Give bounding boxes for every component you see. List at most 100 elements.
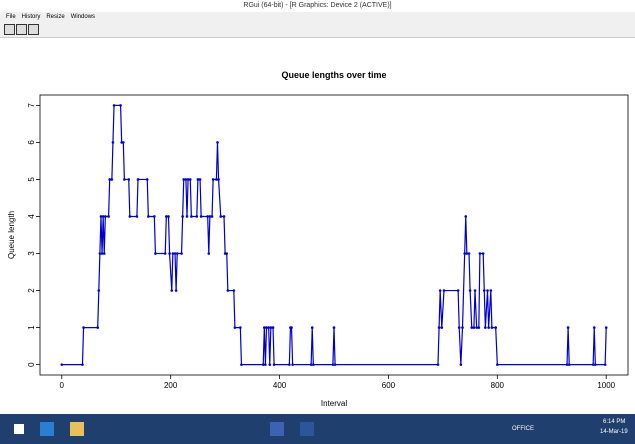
data-point [104, 215, 107, 218]
menu-bar: File History Resize Windows [0, 12, 635, 22]
app-icon[interactable] [70, 422, 84, 436]
data-point [122, 141, 125, 144]
data-point [190, 215, 193, 218]
data-point [168, 252, 171, 255]
data-point [223, 215, 226, 218]
x-axis-label: Interval [321, 399, 347, 408]
toolbar-button[interactable] [28, 24, 39, 35]
app-icon[interactable] [300, 422, 314, 436]
title-bar: RGui (64-bit) - [R Graphics: Device 2 (A… [0, 0, 635, 12]
data-point [290, 326, 293, 329]
data-point [264, 363, 267, 366]
data-point [217, 178, 220, 181]
app-icon[interactable] [270, 422, 284, 436]
data-point [234, 326, 237, 329]
data-point [219, 215, 222, 218]
data-point [181, 215, 184, 218]
data-point [240, 363, 243, 366]
data-point [129, 215, 132, 218]
y-tick-label: 3 [27, 251, 36, 256]
data-point [461, 326, 464, 329]
clock-date: 14-Mar-19 [600, 429, 628, 435]
data-point [567, 326, 570, 329]
menu-item[interactable]: Windows [71, 14, 95, 20]
data-point [593, 326, 596, 329]
data-point [225, 252, 228, 255]
data-point [604, 363, 607, 366]
data-point [441, 326, 444, 329]
x-tick-label: 400 [273, 381, 287, 390]
data-point [273, 363, 276, 366]
x-tick-label: 800 [491, 381, 505, 390]
toolbar-name[interactable]: OFFICE [512, 426, 534, 432]
data-point [437, 363, 440, 366]
data-point [479, 252, 482, 255]
x-tick-label: 200 [164, 381, 178, 390]
start-button[interactable] [14, 424, 24, 434]
data-point [147, 215, 150, 218]
data-point [175, 289, 178, 292]
y-tick-label: 1 [27, 325, 36, 330]
app-icon[interactable] [40, 422, 54, 436]
toolbar-button[interactable] [4, 24, 15, 35]
data-point [180, 252, 183, 255]
window: RGui (64-bit) - [R Graphics: Device 2 (A… [0, 0, 635, 444]
data-point [112, 141, 115, 144]
menu-item[interactable]: File [6, 14, 16, 20]
data-point [81, 363, 84, 366]
data-point [487, 326, 490, 329]
data-point [239, 326, 242, 329]
data-point [170, 289, 173, 292]
data-point [82, 326, 85, 329]
data-point [96, 326, 99, 329]
data-point [167, 215, 170, 218]
data-point [469, 289, 472, 292]
data-point [457, 289, 460, 292]
toolbar [0, 22, 635, 38]
taskbar: OFFICE 6:14 PM 14-Mar-19 [0, 414, 635, 444]
data-point [111, 178, 114, 181]
data-point [98, 289, 101, 292]
data-point [196, 215, 199, 218]
data-point [136, 215, 139, 218]
data-point [137, 178, 140, 181]
data-point [494, 326, 497, 329]
data-point [478, 326, 481, 329]
data-point [468, 252, 471, 255]
menu-item[interactable]: History [22, 14, 41, 20]
data-point [474, 289, 477, 292]
data-point [212, 178, 215, 181]
x-tick-label: 1000 [597, 381, 615, 390]
data-point [176, 252, 179, 255]
data-point [227, 289, 230, 292]
data-point [268, 363, 271, 366]
data-point [146, 178, 149, 181]
data-point [568, 363, 571, 366]
x-tick-label: 600 [382, 381, 396, 390]
data-point [438, 326, 441, 329]
data-point [312, 363, 315, 366]
y-tick-label: 6 [27, 140, 36, 145]
data-point [491, 326, 494, 329]
data-point [60, 363, 63, 366]
data-point [490, 289, 493, 292]
y-tick-label: 0 [27, 362, 36, 367]
data-point [200, 215, 203, 218]
data-point [484, 326, 487, 329]
menu-item[interactable]: Resize [46, 14, 64, 20]
data-line [62, 105, 606, 364]
chart-title: Queue lengths over time [281, 70, 386, 80]
data-point [272, 326, 275, 329]
data-point [233, 289, 236, 292]
data-point [103, 252, 106, 255]
toolbar-button[interactable] [16, 24, 27, 35]
data-point [199, 178, 202, 181]
data-point [119, 104, 122, 107]
data-point [153, 215, 156, 218]
y-tick-label: 2 [27, 288, 36, 293]
data-point [483, 289, 486, 292]
data-point [458, 326, 461, 329]
data-point [605, 326, 608, 329]
data-point [216, 141, 219, 144]
data-point [460, 363, 463, 366]
